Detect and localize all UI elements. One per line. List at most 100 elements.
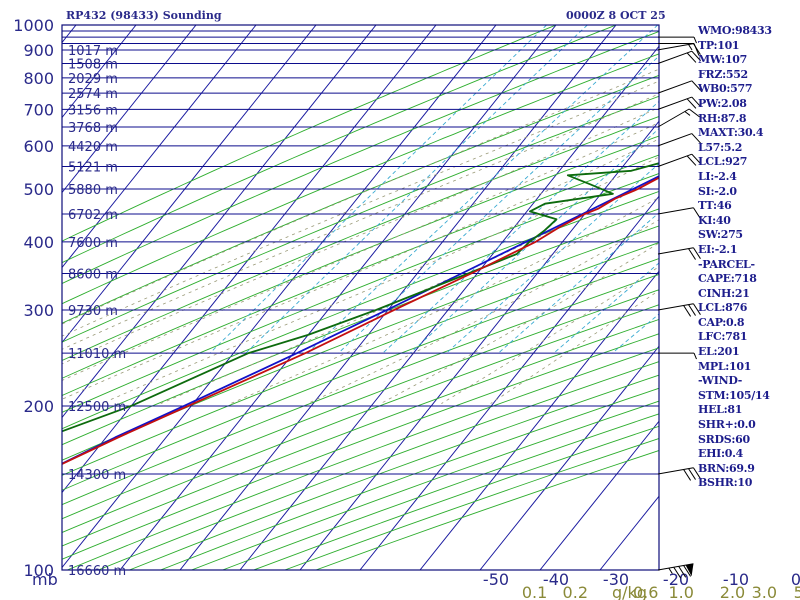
mixing-ratio-line bbox=[446, 163, 659, 354]
height-label: 8600 m bbox=[68, 267, 118, 282]
sounding-index-item: -WIND- bbox=[698, 374, 743, 388]
sounding-index-item: LCL:927 bbox=[698, 155, 748, 169]
pressure-tick-label: 500 bbox=[23, 180, 54, 199]
temperature-tick-label: -40 bbox=[543, 570, 569, 589]
mixing-ratio-label: 0.2 bbox=[563, 583, 588, 600]
sounding-index-item: -PARCEL- bbox=[698, 257, 755, 271]
sounding-indices-list: WMO:98433 TP:101 MW:107 FRZ:552 WB0:577 PW:2.… bbox=[698, 24, 772, 491]
height-label: 12500 m bbox=[68, 400, 126, 415]
height-label: 11010 m bbox=[68, 347, 126, 362]
dry-adiabat-line bbox=[67, 347, 659, 570]
wind-barb bbox=[658, 43, 700, 56]
moist-adiabat-line bbox=[101, 156, 659, 404]
height-label: 16660 m bbox=[68, 564, 126, 579]
isotherm-line bbox=[62, 25, 257, 269]
sounding-index-item: PW:2.08 bbox=[698, 96, 747, 110]
sounding-index-item: BRN:69.9 bbox=[698, 461, 755, 475]
sounding-index-item: MAXT:30.4 bbox=[698, 126, 764, 140]
isotherm-line bbox=[62, 25, 437, 494]
sounding-index-item: EI:-2.1 bbox=[698, 242, 738, 256]
dry-adiabat-line bbox=[62, 333, 659, 560]
wind-barb bbox=[658, 36, 697, 44]
dewpoint-line bbox=[62, 162, 659, 433]
wind-barb bbox=[657, 563, 694, 579]
sounding-index-item: SI:-2.0 bbox=[698, 184, 737, 198]
isotherm-line bbox=[479, 345, 659, 570]
mixing-ratio-line bbox=[382, 100, 659, 354]
sounding-index-item: CAP:0.8 bbox=[698, 315, 745, 329]
mixing-ratio-unit-label: g/kg bbox=[612, 583, 647, 600]
isotherm-line bbox=[299, 120, 659, 570]
moist-adiabat-line bbox=[160, 176, 659, 404]
sounding-index-item: CINH:21 bbox=[698, 286, 750, 300]
height-label: 4420 m bbox=[68, 140, 118, 155]
sounding-index-item: KI:40 bbox=[698, 213, 731, 227]
height-label: 5121 m bbox=[68, 161, 118, 176]
moist-adiabat-line bbox=[380, 242, 659, 404]
sounding-index-item: TP:101 bbox=[698, 38, 740, 52]
wind-barb bbox=[657, 80, 701, 94]
sounding-time: 0000Z 8 OCT 25 bbox=[566, 9, 666, 22]
isotherm-line bbox=[239, 45, 659, 570]
sounding-index-item: LCL:876 bbox=[698, 301, 748, 315]
isotherm-line bbox=[539, 420, 659, 570]
wind-barb bbox=[658, 352, 697, 360]
height-label: 5880 m bbox=[68, 183, 118, 198]
temperature-tick-label: 0 bbox=[791, 570, 800, 589]
sounding-index-item: EL:201 bbox=[698, 345, 740, 359]
pressure-unit-label: mb bbox=[32, 570, 58, 589]
pressure-tick-label: 900 bbox=[23, 41, 54, 60]
moist-adiabat-line bbox=[441, 266, 659, 404]
sounding-index-item: L57:5.2 bbox=[698, 140, 743, 154]
mixing-ratio-label: 0.1 bbox=[522, 583, 547, 600]
height-label: 9730 m bbox=[68, 304, 118, 319]
wind-barb bbox=[657, 108, 700, 128]
pressure-tick-label: 800 bbox=[23, 69, 54, 88]
sounding-index-item: STM:105/14 bbox=[698, 388, 770, 402]
sounding-index-item: WB0:577 bbox=[698, 82, 753, 96]
height-label: 3768 m bbox=[68, 121, 118, 136]
mixing-ratio-label: 2.0 bbox=[720, 583, 745, 600]
isotherm-line bbox=[0, 25, 16, 570]
height-label: 14300 m bbox=[68, 468, 126, 483]
sounding-index-item: SHR+:0.0 bbox=[698, 418, 756, 432]
mixing-ratio-line bbox=[498, 212, 659, 354]
sounding-index-item: BSHR:10 bbox=[698, 476, 753, 490]
isotherm-line bbox=[62, 25, 137, 119]
mixing-ratio-line bbox=[245, 25, 588, 354]
height-label: 2574 m bbox=[68, 87, 118, 102]
height-label: 1508 m bbox=[68, 57, 118, 72]
sounding-index-item: LFC:781 bbox=[698, 330, 748, 344]
isotherm-line bbox=[62, 25, 497, 569]
mixing-ratio-line bbox=[307, 25, 659, 354]
pressure-tick-label: 200 bbox=[23, 397, 54, 416]
mixing-ratio-label: 0.6 bbox=[633, 583, 658, 600]
sounding-index-item: MPL:101 bbox=[698, 359, 752, 373]
pressure-tick-label: 100 bbox=[23, 561, 54, 580]
wind-barb bbox=[657, 303, 701, 317]
pressure-tick-label: 700 bbox=[23, 100, 54, 119]
height-label: 1017 m bbox=[68, 44, 118, 59]
wind-barb bbox=[657, 467, 701, 481]
pressure-tick-label: 300 bbox=[23, 301, 54, 320]
height-label: 2029 m bbox=[68, 72, 118, 87]
wind-barb bbox=[657, 207, 701, 219]
plot-frame bbox=[61, 24, 660, 571]
sounding-index-item: SRDS:60 bbox=[698, 432, 750, 446]
sounding-index-item: RH:87.8 bbox=[698, 111, 747, 125]
isotherm-line bbox=[359, 195, 659, 570]
sounding-index-item: LI:-2.4 bbox=[698, 169, 737, 183]
temperature-tick-label: -10 bbox=[723, 570, 749, 589]
parcel-path-line bbox=[62, 175, 659, 465]
wind-barb bbox=[657, 43, 701, 55]
height-label: 7600 m bbox=[68, 236, 118, 251]
wind-barb bbox=[657, 133, 701, 147]
isotherm-line bbox=[119, 25, 557, 570]
mixing-ratio-label: 1.0 bbox=[668, 583, 693, 600]
sounding-index-item: EHI:0.4 bbox=[698, 447, 744, 461]
wind-barb bbox=[657, 153, 701, 167]
sounding-title: RP432 (98433) Sounding bbox=[66, 9, 222, 22]
wind-barb bbox=[657, 50, 701, 64]
pressure-tick-label: 600 bbox=[23, 137, 54, 156]
temperature-tick-label: -30 bbox=[603, 570, 629, 589]
